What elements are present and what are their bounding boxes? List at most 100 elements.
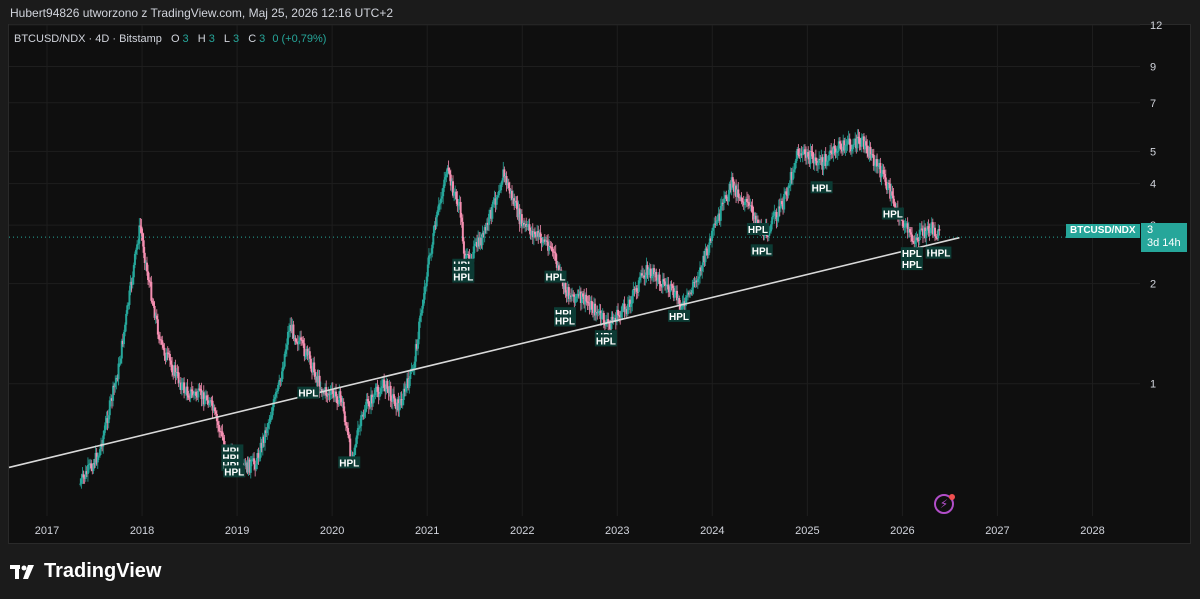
candle-body [337, 403, 340, 405]
candle-body [202, 392, 205, 405]
candle-body [562, 278, 565, 289]
candle-body [128, 290, 131, 305]
brand-name: TradingView [44, 560, 162, 582]
candle-body [437, 204, 440, 211]
hpl-label: HPL [748, 225, 768, 236]
candle-body [274, 392, 277, 397]
candle-body [483, 227, 486, 235]
candle-body [91, 468, 94, 471]
candle-body [485, 222, 488, 231]
candle-body [571, 294, 574, 297]
candle-body [602, 312, 605, 325]
candle-body [96, 456, 99, 463]
candle-body [703, 255, 706, 263]
candle-body [801, 151, 804, 155]
last-price-tag: 3 3d 14h [1141, 223, 1187, 252]
candle-body [473, 243, 476, 247]
candle-body [825, 161, 828, 166]
hpl-label-bg [297, 386, 320, 399]
candle-body [357, 427, 360, 429]
candle-body [148, 279, 151, 282]
candle-body [304, 356, 307, 358]
candle-body [339, 391, 342, 399]
candle-body [323, 392, 326, 394]
candle-body [82, 474, 85, 478]
candle-body [497, 191, 500, 196]
candle-body [598, 310, 601, 312]
y-tick-label: 2 [1150, 279, 1156, 291]
candle-body [567, 287, 570, 299]
candle-body [905, 223, 908, 225]
candle-body [284, 349, 287, 354]
lightning-icon[interactable]: ⚡ [934, 494, 955, 514]
candle-body [127, 304, 130, 306]
candle-body [746, 199, 749, 202]
y-tick-label: 9 [1150, 62, 1156, 74]
candle-body [893, 203, 896, 207]
candle-body [583, 296, 586, 305]
candle-body [375, 386, 378, 390]
candle-body [293, 337, 296, 339]
candle-body [720, 202, 723, 206]
candle-body [258, 457, 261, 459]
candle-body [730, 177, 733, 190]
candle-body [461, 221, 464, 242]
candle-body [727, 194, 730, 202]
candle-body [418, 321, 421, 340]
candle-body [911, 234, 914, 241]
candle-body [595, 312, 598, 316]
candle-body [100, 443, 103, 450]
candle-body [174, 365, 177, 377]
candle-body [156, 319, 159, 335]
candle-body [178, 382, 181, 384]
candle-body [389, 385, 392, 401]
candle-body [413, 361, 416, 368]
candle-body [726, 198, 729, 202]
candle-body [832, 146, 835, 155]
candle-body [592, 303, 595, 313]
candle-body [879, 162, 882, 178]
candle-body [165, 352, 168, 360]
candle-body [632, 289, 635, 296]
candle-body [679, 303, 682, 310]
hpl-label-bg [544, 270, 567, 283]
candle-body [641, 273, 644, 276]
candle-body [516, 202, 519, 218]
candle-body [185, 386, 188, 393]
candle-body [257, 453, 260, 459]
candle-body [176, 372, 179, 374]
candle-body [805, 154, 808, 158]
candle-body [627, 299, 630, 304]
candle-body [398, 403, 401, 411]
candle-body [867, 153, 870, 157]
candle-body [859, 144, 862, 147]
candle-body [439, 198, 442, 204]
candle-body [143, 252, 146, 264]
candle-body [245, 462, 248, 467]
candle-body [266, 428, 269, 433]
candle-body [936, 237, 939, 239]
candle-body [120, 340, 123, 359]
legend-symbol[interactable]: BTCUSD/NDX · 4D · Bitstamp [14, 33, 162, 45]
candle-body [442, 187, 445, 197]
candle-body [308, 351, 311, 359]
candle-body [664, 281, 667, 287]
candle-body [548, 245, 551, 251]
candle-body [909, 232, 912, 235]
candle-body [629, 299, 632, 307]
candle-body [291, 324, 294, 332]
candle-body [388, 385, 391, 394]
candle-body [157, 334, 160, 340]
candle-body [431, 244, 434, 254]
candle-body [589, 300, 592, 311]
candle-body [530, 231, 533, 236]
candle-body [783, 193, 786, 210]
candle-body [486, 222, 489, 225]
candle-body [173, 365, 176, 376]
candle-body [563, 282, 566, 289]
candle-body [518, 208, 521, 225]
candle-body [881, 170, 884, 174]
candle-body [696, 278, 699, 282]
candle-body [409, 371, 412, 380]
